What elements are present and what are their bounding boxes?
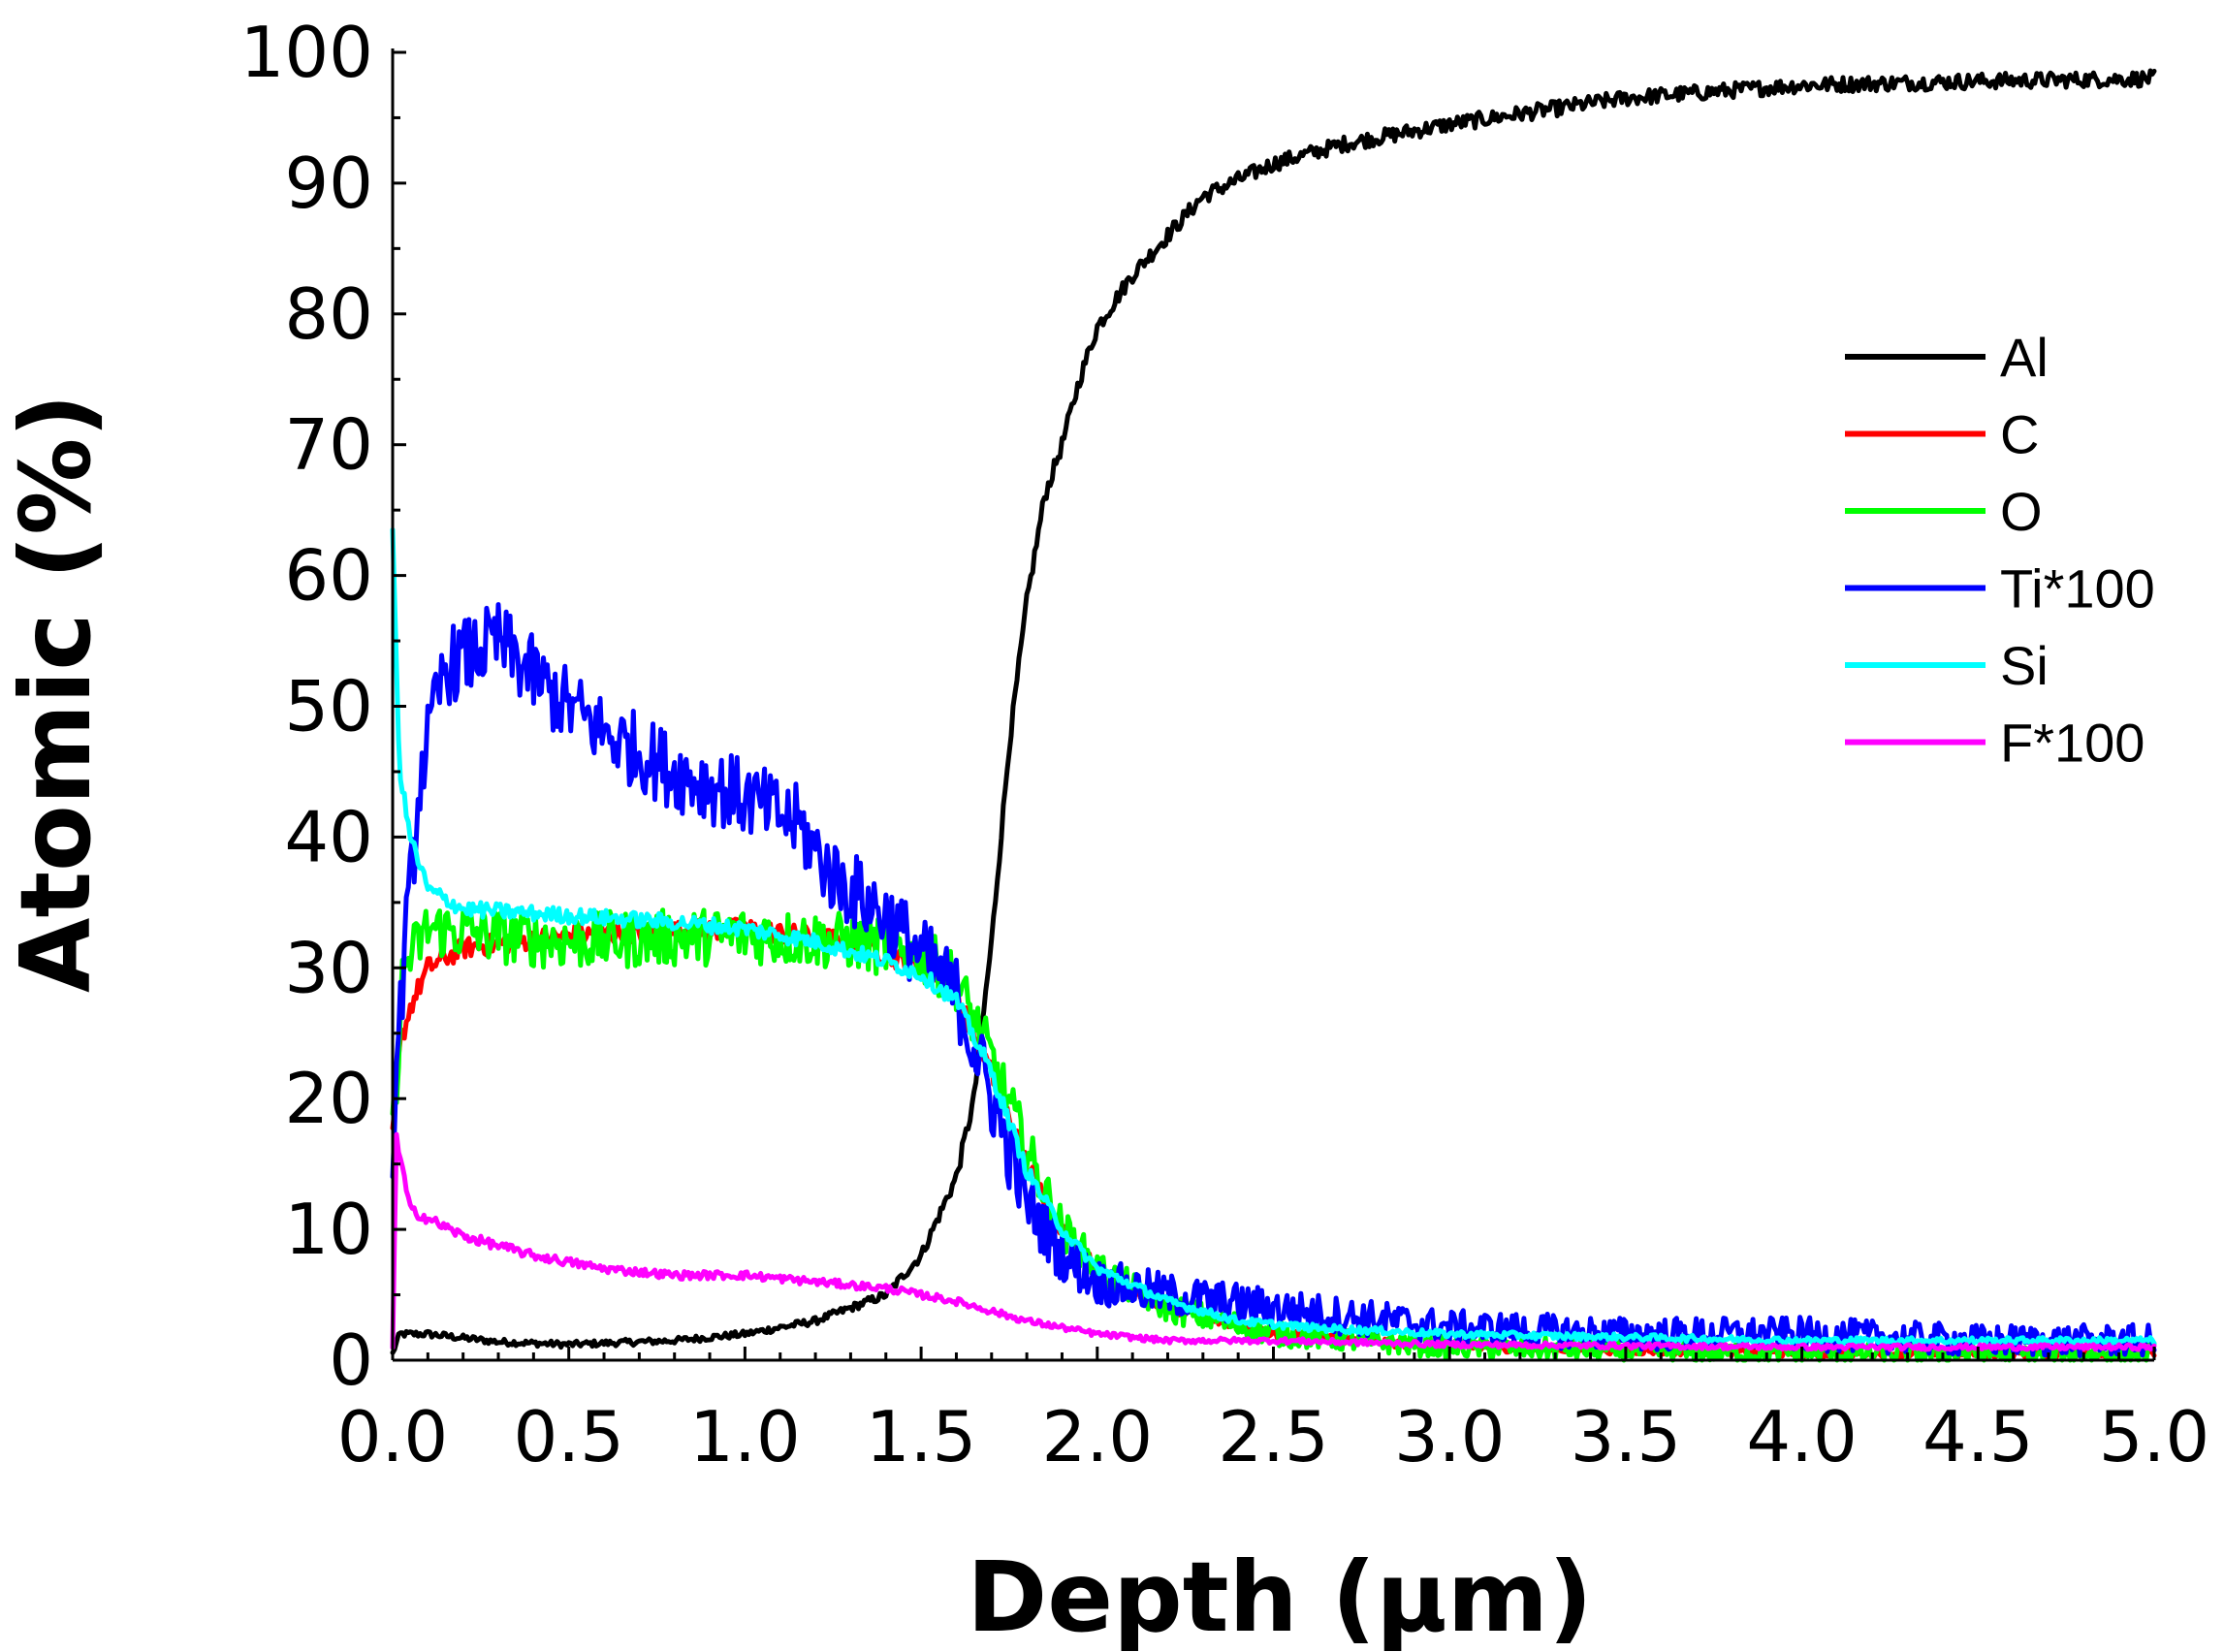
series-line-f-100 bbox=[390, 1131, 2157, 1352]
y-tick-label: 50 bbox=[284, 666, 373, 747]
y-tick-label: 0 bbox=[329, 1319, 373, 1401]
y-tick-label: 30 bbox=[284, 927, 373, 1008]
x-tick-label: 5.0 bbox=[2099, 1396, 2210, 1477]
x-tick-label: 1.0 bbox=[689, 1396, 801, 1477]
y-tick-label: 20 bbox=[284, 1058, 373, 1139]
x-tick-label: 0.0 bbox=[337, 1396, 449, 1477]
legend-label-o: O bbox=[2000, 481, 2043, 542]
x-tick-label: 4.0 bbox=[1746, 1396, 1858, 1477]
y-tick-label: 100 bbox=[240, 12, 373, 93]
series-line-ti-100 bbox=[390, 602, 2157, 1358]
x-tick-label: 1.5 bbox=[866, 1396, 977, 1477]
x-tick-label: 3.5 bbox=[1571, 1396, 1682, 1477]
x-tick-label: 2.0 bbox=[1042, 1396, 1154, 1477]
y-tick-label: 90 bbox=[284, 143, 373, 224]
x-tick-label: 4.5 bbox=[1922, 1396, 2034, 1477]
legend-label-f-100: F*100 bbox=[2000, 713, 2145, 774]
x-axis-title: Depth (μm) bbox=[967, 1541, 1592, 1652]
x-tick-label: 3.0 bbox=[1394, 1396, 1506, 1477]
legend: Al CO Ti*100 Si F*100 bbox=[1845, 327, 2155, 774]
series-line-al bbox=[390, 68, 2157, 1355]
y-tick-label: 70 bbox=[284, 404, 373, 486]
y-tick-label: 10 bbox=[284, 1189, 373, 1270]
series-line-si bbox=[390, 527, 2157, 1347]
y-tick-label: 60 bbox=[284, 535, 373, 617]
series-layer bbox=[390, 68, 2157, 1363]
axes-layer bbox=[391, 48, 2154, 1362]
legend-label-c: C bbox=[2000, 404, 2039, 465]
y-tick-label: 40 bbox=[284, 796, 373, 877]
x-tick-label: 0.5 bbox=[513, 1396, 624, 1477]
series-line-c bbox=[390, 916, 2157, 1360]
ticks-layer: 0 10 20 30 40 50 60 70 80 90 100 0.0 0.5 1.0 1.5 2.0 2.5… bbox=[240, 12, 2210, 1477]
y-tick-label: 80 bbox=[284, 273, 373, 355]
y-axis-title: Atomic (%) bbox=[0, 394, 112, 993]
series-line-o bbox=[390, 907, 2157, 1363]
x-tick-label: 2.5 bbox=[1218, 1396, 1329, 1477]
legend-label-ti-100: Ti*100 bbox=[2000, 558, 2155, 620]
legend-label-si: Si bbox=[2000, 635, 2049, 696]
legend-label-al: Al bbox=[2000, 327, 2049, 388]
